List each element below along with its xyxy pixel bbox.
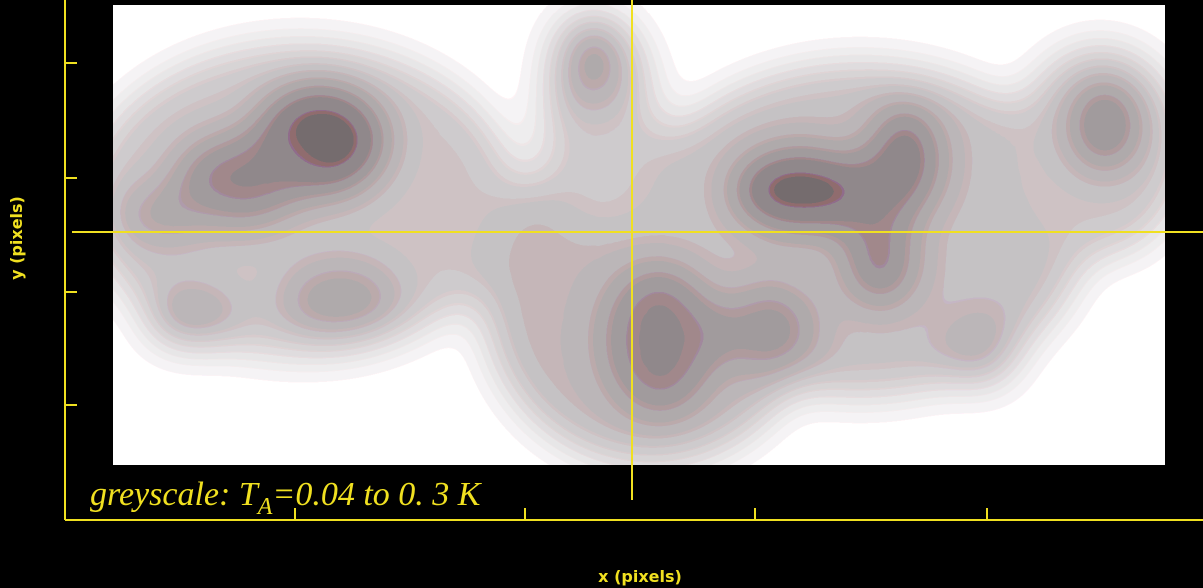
x-axis-label: x (pixels) (598, 567, 682, 586)
y-axis-label: y (pixels) (7, 196, 26, 280)
annotation-subscript: A (256, 494, 273, 520)
greyscale-map (113, 5, 1165, 465)
axes (64, 0, 1203, 521)
annotation-text: greyscale: T (90, 476, 260, 513)
annotation: greyscale: TA=0.04 to 0. 3 K (90, 476, 483, 520)
annotation-text: =0.04 to 0. 3 K (272, 476, 482, 513)
